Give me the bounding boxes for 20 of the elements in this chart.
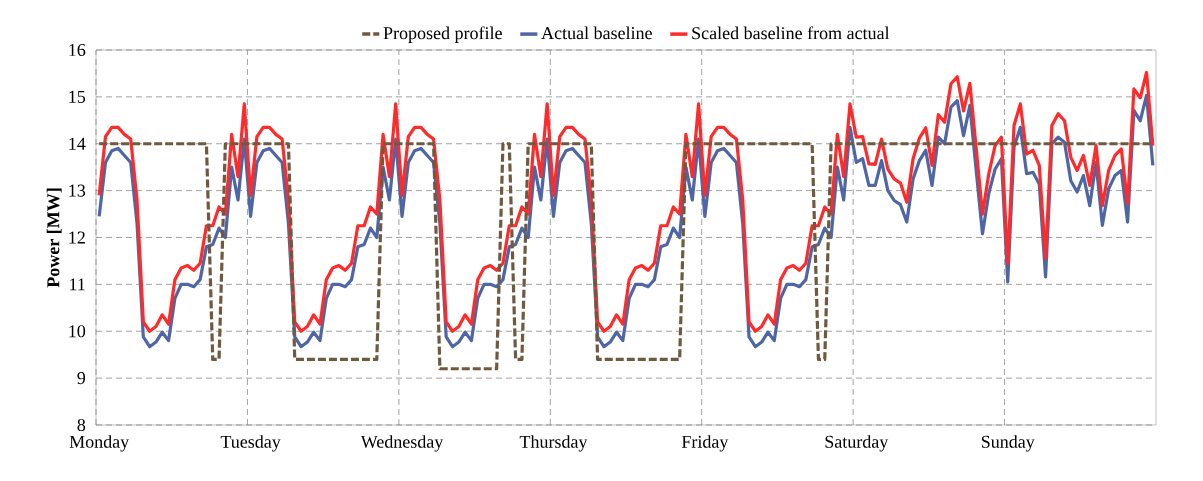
y-tick-label: 9 — [77, 372, 86, 385]
x-tick-label: Tuesday — [220, 435, 281, 452]
x-tick-label: Saturday — [825, 435, 889, 452]
legend-label: Actual baseline — [541, 26, 652, 40]
x-tick-label: Sunday — [981, 435, 1035, 452]
x-tick-label: Wednesday — [360, 435, 444, 452]
y-tick-label: 11 — [70, 278, 85, 291]
y-tick-label: 12 — [69, 231, 85, 244]
y-tick-label: 8 — [77, 418, 86, 432]
y-tick-label: 16 — [69, 43, 86, 57]
x-tick-label: Monday — [69, 435, 130, 452]
legend-label: Scaled baseline from actual — [692, 26, 890, 40]
legend-label: Proposed profile — [383, 26, 502, 43]
y-tick-label: 15 — [69, 90, 86, 103]
y-tick-label: 10 — [69, 325, 86, 338]
y-tick-label: 14 — [69, 137, 86, 150]
x-tick-label: Thursday — [519, 435, 588, 452]
x-tick-label: Friday — [681, 435, 729, 452]
y-tick-label: 13 — [69, 184, 86, 197]
y-axis-title: Power [MW] — [46, 188, 62, 288]
